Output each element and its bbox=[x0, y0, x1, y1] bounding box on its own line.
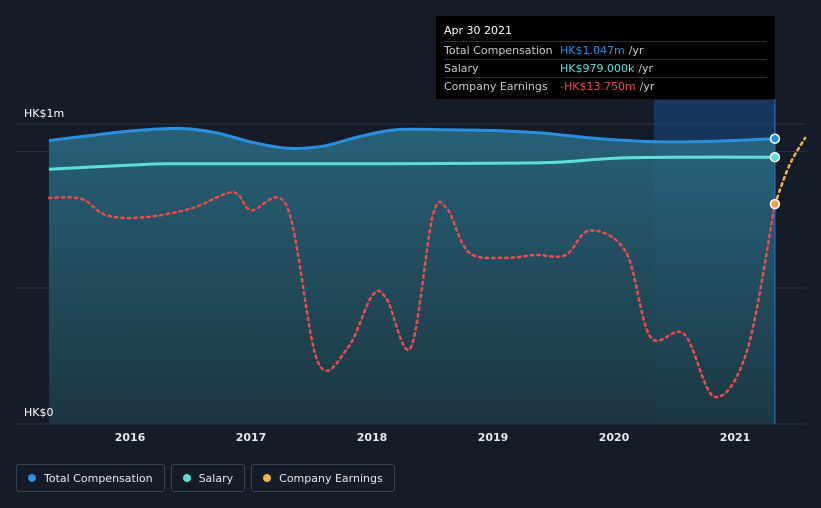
series-line-salary bbox=[48, 155, 775, 171]
tooltip-row-total-compensation: Total Compensation HK$1.047m /yr bbox=[444, 41, 767, 59]
total-compensation-marker bbox=[769, 133, 781, 144]
tooltip-row-salary: Salary HK$979.000k /yr bbox=[444, 59, 767, 77]
series-line-company-earnings bbox=[47, 191, 777, 399]
series-line-company-earnings-forecast bbox=[773, 136, 807, 206]
y-axis-bottom-label: HK$0 bbox=[24, 406, 53, 419]
x-tick-label: 2018 bbox=[357, 431, 388, 444]
legend-dot-icon bbox=[263, 474, 272, 482]
x-tick-label: 2016 bbox=[115, 431, 146, 444]
tooltip-row-company-earnings: Company Earnings -HK$13.750m /yr bbox=[444, 77, 767, 95]
tooltip-label: Company Earnings bbox=[444, 80, 548, 93]
tooltip: Apr 30 2021 Total Compensation HK$1.047m… bbox=[436, 16, 775, 99]
legend-label: Salary bbox=[198, 471, 234, 485]
x-tick-label: 2021 bbox=[720, 431, 751, 444]
legend-item-total-compensation[interactable]: Total Compensation bbox=[16, 464, 165, 492]
legend-item-company-earnings[interactable]: Company Earnings bbox=[251, 464, 395, 492]
total-compensation-area bbox=[48, 128, 775, 425]
tooltip-unit: /yr bbox=[628, 44, 644, 57]
company-earnings-marker bbox=[769, 198, 781, 210]
legend-label: Company Earnings bbox=[279, 471, 383, 485]
legend-label: Total Compensation bbox=[44, 471, 153, 485]
tooltip-unit: /yr bbox=[638, 62, 654, 75]
tooltip-value: HK$979.000k bbox=[560, 62, 635, 75]
tooltip-value: -HK$13.750m bbox=[560, 80, 636, 93]
x-tick-label: 2017 bbox=[236, 431, 267, 444]
tooltip-label: Total Compensation bbox=[444, 44, 553, 57]
x-tick-label: 2020 bbox=[599, 431, 630, 444]
legend-item-salary[interactable]: Salary bbox=[170, 464, 246, 492]
legend-dot-icon bbox=[28, 474, 36, 482]
legend-dot-icon bbox=[182, 474, 191, 482]
tooltip-date: Apr 30 2021 bbox=[444, 24, 513, 37]
tooltip-value: HK$1.047m bbox=[560, 44, 625, 57]
salary-marker bbox=[769, 151, 781, 163]
y-axis-top-label: HK$1m bbox=[24, 107, 64, 120]
x-tick-label: 2019 bbox=[478, 431, 509, 444]
tooltip-label: Salary bbox=[444, 62, 479, 75]
series-line-total-compensation bbox=[48, 126, 775, 150]
tooltip-unit: /yr bbox=[639, 80, 655, 93]
legend: Total Compensation Salary Company Earnin… bbox=[16, 464, 395, 492]
